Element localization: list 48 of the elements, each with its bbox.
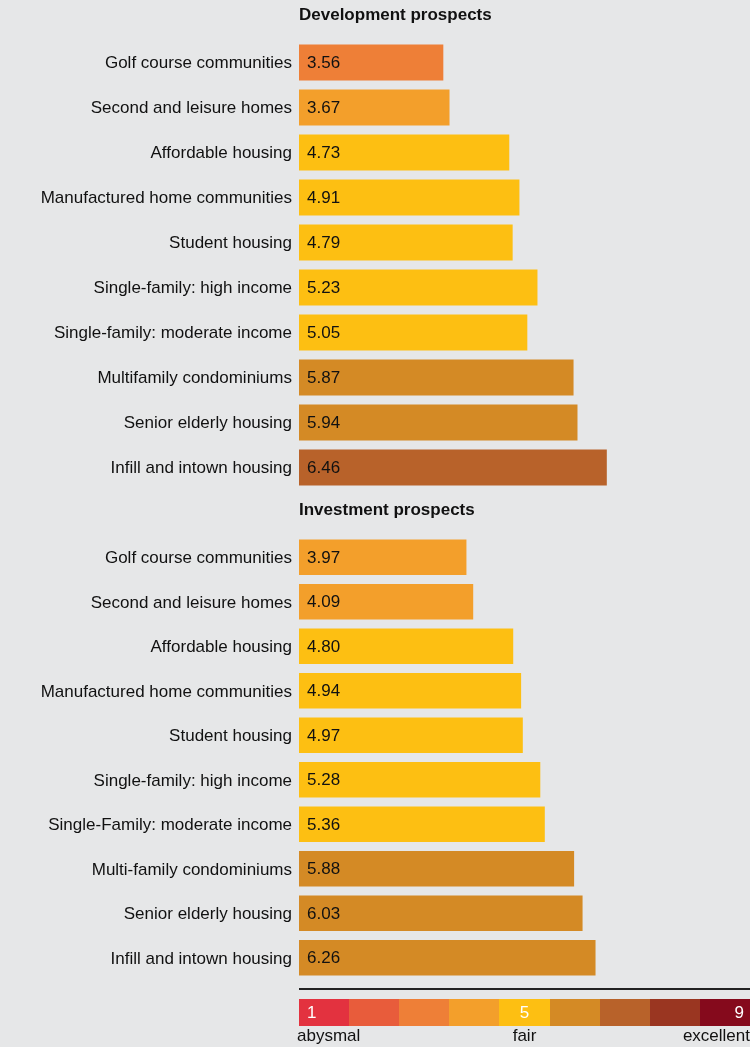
y-tick-label: Multifamily condominiums — [97, 368, 292, 388]
chart-title: Development prospects — [299, 4, 492, 24]
text: excellent — [682, 1026, 750, 1046]
data-label: 5.23 — [307, 278, 341, 297]
text: 9 — [734, 1003, 744, 1023]
y-tick-label: Golf course communities — [104, 53, 292, 73]
text: 5 — [519, 1003, 530, 1023]
data-label: 4.73 — [307, 143, 341, 162]
y-tick-label: Student housing — [169, 233, 292, 253]
y-tick-label: Single-family: moderate income — [53, 323, 292, 343]
y-tick-label: Single-family: high income — [93, 278, 292, 298]
data-label: 5.87 — [307, 368, 341, 387]
y-tick-label: Infill and intown housing — [110, 948, 292, 968]
data-label: 3.56 — [307, 53, 341, 72]
y-tick-label: Student housing — [169, 726, 292, 746]
y-tick-label: Infill and intown housing — [110, 458, 292, 478]
y-tick-label: Second and leisure homes — [90, 592, 292, 612]
data-label: 3.97 — [307, 548, 341, 567]
data-label: 4.97 — [307, 726, 341, 745]
data-label: 4.79 — [307, 233, 341, 252]
data-label: 5.28 — [307, 770, 341, 789]
y-tick-label: Senior elderly housing — [123, 904, 292, 924]
data-label: 4.94 — [307, 681, 341, 700]
chart-title: Investment prospects — [299, 499, 475, 519]
y-tick-label: Manufactured home communities — [40, 681, 292, 701]
data-label: 4.80 — [307, 637, 341, 656]
y-tick-label: Multi-family condominiums — [91, 859, 292, 879]
data-label: 3.67 — [307, 98, 341, 117]
text: 1 — [307, 1003, 317, 1023]
data-label: 4.09 — [307, 592, 341, 611]
data-label: 5.88 — [307, 859, 341, 878]
y-tick-label: Second and leisure homes — [90, 98, 292, 118]
data-label: 4.91 — [307, 188, 341, 207]
y-tick-label: Affordable housing — [150, 637, 292, 657]
data-label: 5.05 — [307, 323, 341, 342]
y-tick-label: Single-family: high income — [93, 770, 292, 790]
y-tick-label: Single-Family: moderate income — [48, 815, 292, 835]
y-tick-label: Golf course communities — [104, 548, 292, 568]
data-label: 5.94 — [307, 413, 341, 432]
data-label: 6.26 — [307, 948, 341, 967]
y-tick-label: Senior elderly housing — [123, 413, 292, 433]
text: abysmal — [297, 1026, 361, 1046]
data-label: 6.46 — [307, 458, 341, 477]
y-tick-label: Affordable housing — [150, 143, 292, 163]
text: fair — [512, 1026, 537, 1046]
data-label: 5.36 — [307, 815, 341, 834]
data-label: 6.03 — [307, 904, 341, 923]
y-tick-label: Manufactured home communities — [40, 188, 292, 208]
